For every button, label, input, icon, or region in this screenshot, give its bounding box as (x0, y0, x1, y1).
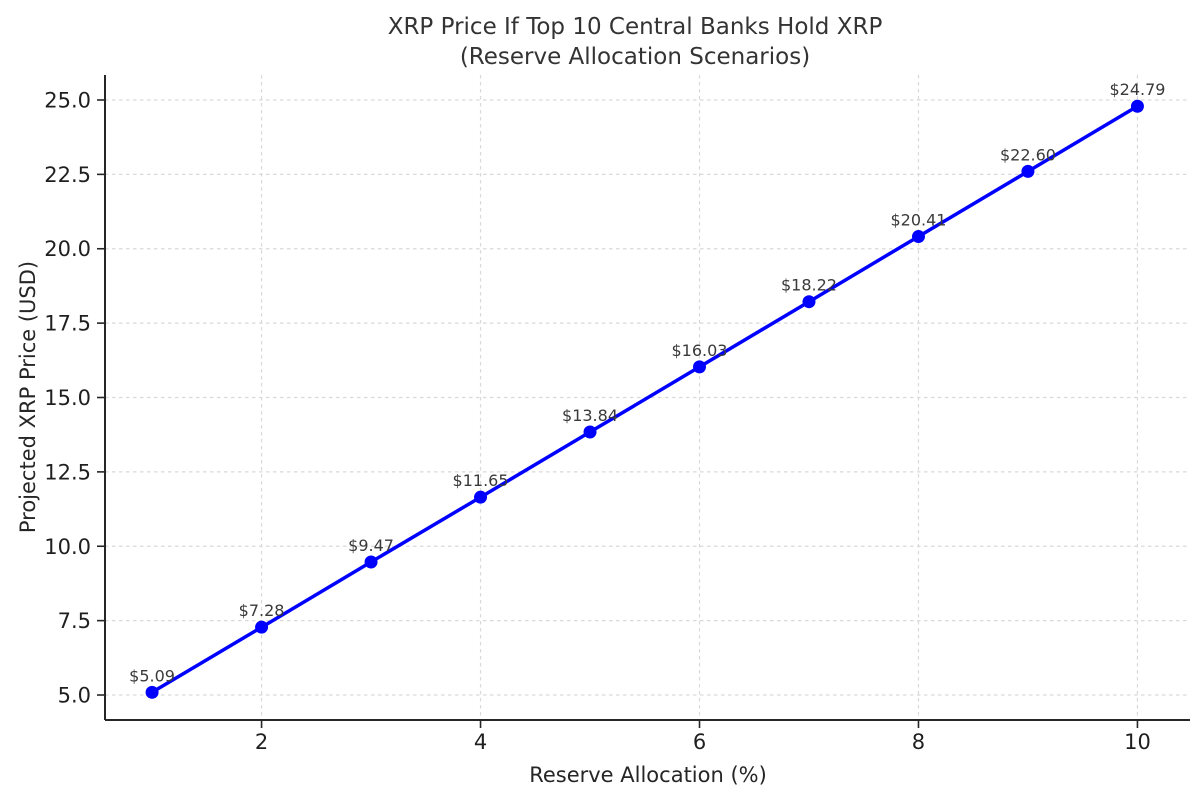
data-point-label: $7.28 (239, 601, 285, 620)
data-point-label: $22.60 (1000, 145, 1056, 164)
data-point-marker (1130, 99, 1144, 113)
data-point-label: $5.09 (129, 666, 175, 685)
data-point-label: $9.47 (348, 536, 394, 555)
y-tick-label: 22.5 (44, 163, 91, 187)
axis-ticks: 2 4 6 8 10 5.0 7.5 10.0 12.5 15.0 17.5 20.0 22.5 25.0 (44, 88, 1151, 754)
y-tick-label: 12.5 (44, 460, 91, 484)
data-point-label: $16.03 (672, 341, 728, 360)
y-tick-label: 20.0 (44, 237, 91, 261)
y-tick-label: 15.0 (44, 386, 91, 410)
x-tick-label: 2 (255, 730, 268, 754)
data-point-label: $20.41 (890, 211, 946, 230)
y-tick-label: 5.0 (58, 684, 91, 708)
price-line-series (150, 104, 1140, 695)
data-point-marker (1021, 164, 1035, 178)
y-tick-label: 17.5 (44, 312, 91, 336)
data-point-marker (911, 230, 925, 244)
data-point-label: $18.22 (781, 276, 837, 295)
data-point-marker (474, 490, 488, 504)
x-tick-label: 4 (474, 730, 487, 754)
data-point-marker (583, 425, 597, 439)
data-point-label: $11.65 (453, 471, 509, 490)
y-tick-label: 7.5 (58, 609, 91, 633)
y-tick-label: 10.0 (44, 535, 91, 559)
data-point-marker (364, 555, 378, 569)
x-tick-label: 6 (693, 730, 706, 754)
data-point-label: $24.79 (1109, 80, 1165, 99)
x-tick-label: 10 (1124, 730, 1151, 754)
y-axis-label: Projected XRP Price (USD) (16, 260, 40, 534)
chart-title-line1: XRP Price If Top 10 Central Banks Hold X… (387, 14, 883, 40)
y-tick-label: 25.0 (44, 88, 91, 112)
x-tick-label: 8 (912, 730, 925, 754)
data-point-label: $13.84 (562, 406, 618, 425)
chart-title: XRP Price If Top 10 Central Banks Hold X… (388, 12, 883, 72)
data-points: $5.09 $7.28 $9.47 $11.65 $13.84 $16.03 $18.22 $… (129, 80, 1165, 699)
data-point-marker (145, 685, 159, 699)
data-point-marker (802, 295, 816, 309)
data-point-marker (255, 620, 269, 634)
data-point-marker (693, 360, 707, 374)
chart-title-line2: (Reserve Allocation Scenarios) (459, 44, 811, 70)
x-axis-label: Reserve Allocation (%) (529, 763, 767, 787)
